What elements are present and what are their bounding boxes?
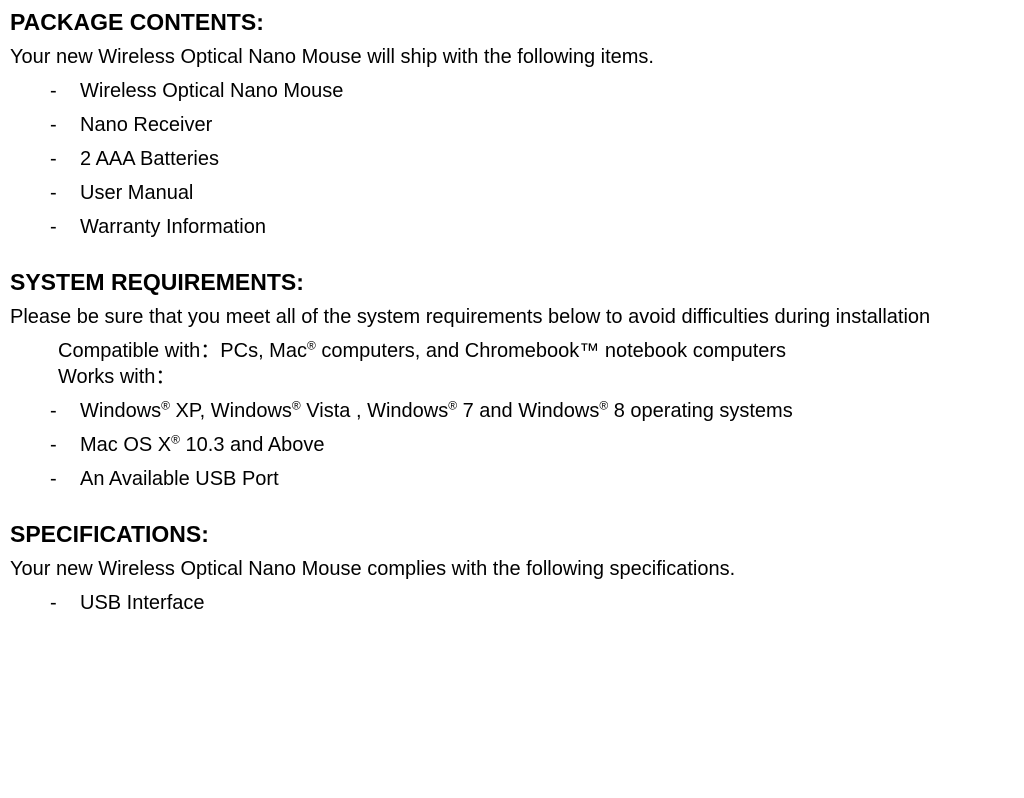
- list-item: USB Interface: [50, 590, 1014, 616]
- package-contents-heading: PACKAGE CONTENTS:: [10, 8, 1014, 38]
- works-with-text: Works with：: [58, 364, 1014, 390]
- list-item: User Manual: [50, 180, 1014, 206]
- list-item: An Available USB Port: [50, 466, 1014, 492]
- list-item: Windows® XP, Windows® Vista , Windows® 7…: [50, 398, 1014, 424]
- list-item: Nano Receiver: [50, 112, 1014, 138]
- list-item: Wireless Optical Nano Mouse: [50, 78, 1014, 104]
- specifications-heading: SPECIFICATIONS:: [10, 520, 1014, 550]
- compatible-with-text: Compatible with：PCs, Mac® computers, and…: [58, 338, 1014, 364]
- specifications-intro: Your new Wireless Optical Nano Mouse com…: [10, 556, 1014, 582]
- list-item: 2 AAA Batteries: [50, 146, 1014, 172]
- package-contents-list: Wireless Optical Nano Mouse Nano Receive…: [10, 78, 1014, 240]
- package-contents-intro: Your new Wireless Optical Nano Mouse wil…: [10, 44, 1014, 70]
- system-requirements-intro: Please be sure that you meet all of the …: [10, 304, 1014, 330]
- system-requirements-heading: SYSTEM REQUIREMENTS:: [10, 268, 1014, 298]
- list-item: Mac OS X® 10.3 and Above: [50, 432, 1014, 458]
- list-item: Warranty Information: [50, 214, 1014, 240]
- system-requirements-list: Windows® XP, Windows® Vista , Windows® 7…: [10, 398, 1014, 492]
- specifications-list: USB Interface: [10, 590, 1014, 616]
